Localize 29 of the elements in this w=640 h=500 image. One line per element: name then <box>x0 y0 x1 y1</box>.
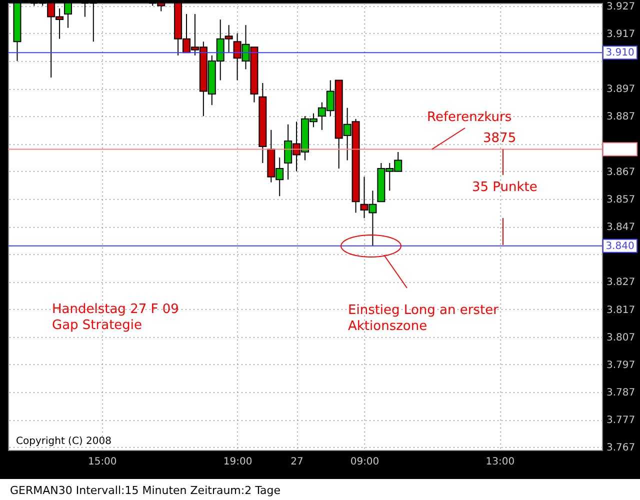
y-tick-label: 3.827 <box>606 277 636 288</box>
y-tick-label: 3.807 <box>606 332 636 344</box>
y-tick-label: 3.817 <box>606 304 636 316</box>
annotation: Referenzkurs <box>427 110 512 125</box>
y-tick-label: 3.777 <box>606 415 636 426</box>
x-tick-label: 09:00 <box>350 456 380 468</box>
y-tick-label: 3.797 <box>606 360 636 371</box>
ref-line-label: 3.840 <box>606 240 634 252</box>
x-tick-label: 27 <box>290 456 304 468</box>
y-tick-label: 3.767 <box>606 442 636 454</box>
x-tick-label: 19:00 <box>223 456 252 468</box>
y-tick-label: 3.887 <box>606 112 636 123</box>
candlestick <box>64 3 72 28</box>
annotation: Handelstag 27 F 09 Gap Strategie <box>52 302 179 333</box>
y-tick-label: 3.787 <box>606 388 636 399</box>
x-tick-label: 13:00 <box>486 456 515 468</box>
annotation: Copyright (C) 2008 <box>16 436 112 447</box>
y-tick-label: 3.897 <box>606 84 636 96</box>
y-tick-label: 3.857 <box>606 194 636 206</box>
y-tick-label: 3.927 <box>606 1 636 12</box>
text: GERMAN30 Intervall:15 Minuten Zeitraum:2 Tage <box>10 484 281 497</box>
y-tick-label: 3.917 <box>606 28 636 40</box>
annotation: 35 Punkte <box>472 180 538 195</box>
y-tick-label: 3.867 <box>606 166 636 178</box>
x-tick-label: 15:00 <box>88 456 117 468</box>
y-tick-label: 3.847 <box>606 222 636 233</box>
annotation: 3875 <box>483 131 516 146</box>
annotation: Einstieg Long an erster Aktionszone <box>348 303 500 334</box>
ref-line-label: 3.910 <box>606 48 634 59</box>
